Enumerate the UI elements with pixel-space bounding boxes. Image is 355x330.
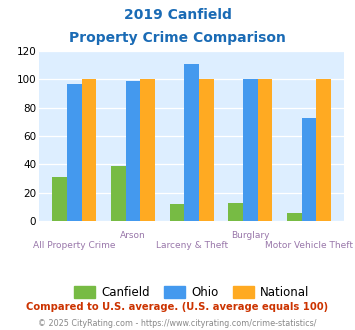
Text: Compared to U.S. average. (U.S. average equals 100): Compared to U.S. average. (U.S. average … xyxy=(26,302,329,312)
Bar xyxy=(258,80,272,221)
Text: Burglary: Burglary xyxy=(231,231,270,240)
Bar xyxy=(111,166,126,221)
Text: All Property Crime: All Property Crime xyxy=(33,241,115,250)
Bar xyxy=(140,80,155,221)
Bar xyxy=(316,80,331,221)
Text: Motor Vehicle Theft: Motor Vehicle Theft xyxy=(265,241,353,250)
Bar xyxy=(199,80,214,221)
Bar xyxy=(126,81,140,221)
Bar xyxy=(184,64,199,221)
Bar xyxy=(243,80,258,221)
Bar xyxy=(228,203,243,221)
Bar xyxy=(67,84,82,221)
Bar xyxy=(82,80,96,221)
Bar xyxy=(52,177,67,221)
Text: Arson: Arson xyxy=(120,231,146,240)
Text: Larceny & Theft: Larceny & Theft xyxy=(155,241,228,250)
Bar xyxy=(170,204,184,221)
Text: Property Crime Comparison: Property Crime Comparison xyxy=(69,31,286,45)
Text: © 2025 CityRating.com - https://www.cityrating.com/crime-statistics/: © 2025 CityRating.com - https://www.city… xyxy=(38,319,317,328)
Bar xyxy=(287,213,302,221)
Legend: Canfield, Ohio, National: Canfield, Ohio, National xyxy=(70,281,314,304)
Bar xyxy=(302,118,316,221)
Text: 2019 Canfield: 2019 Canfield xyxy=(124,8,231,22)
